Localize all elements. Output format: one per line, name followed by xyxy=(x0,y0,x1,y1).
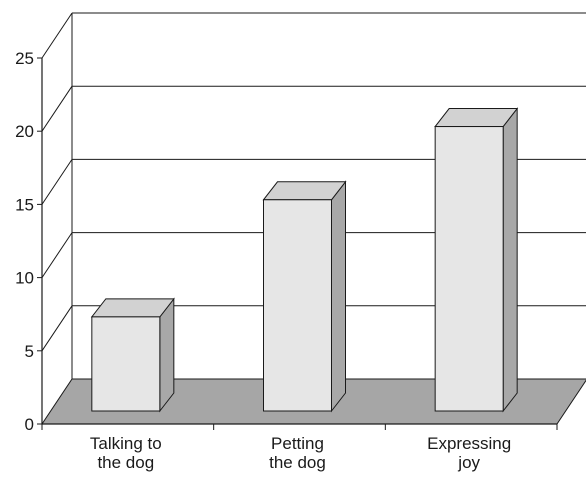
x-category-label: Petting the dog xyxy=(269,434,326,472)
x-category-label-line: Talking to xyxy=(90,434,162,453)
bar-front xyxy=(434,126,504,412)
bar xyxy=(262,180,347,413)
bars xyxy=(90,107,519,413)
x-category-label-line: Expressing xyxy=(427,434,511,453)
x-category-label-line: the dog xyxy=(269,453,326,472)
bar xyxy=(90,297,175,413)
y-tick-label: 25 xyxy=(15,49,34,68)
y-tick-label: 15 xyxy=(15,195,34,214)
bar-top xyxy=(434,108,519,128)
y-tick-label: 10 xyxy=(15,269,34,288)
y-axis-ticks: 0 5 10 15 20 25 xyxy=(15,49,42,434)
bar-top xyxy=(90,298,175,318)
y-tick-label: 20 xyxy=(15,122,34,141)
x-category-label: Expressing joy xyxy=(427,434,511,472)
axes xyxy=(41,58,558,430)
side-wall-line xyxy=(41,159,73,205)
bar-front xyxy=(91,316,161,412)
y-tick-label: 0 xyxy=(25,415,34,434)
y-tick-label: 5 xyxy=(25,342,34,361)
side-wall-line xyxy=(41,12,73,59)
chart-walls xyxy=(41,12,73,379)
bar-side xyxy=(159,297,175,413)
x-category-label: Talking to the dog xyxy=(90,434,162,472)
side-wall-line xyxy=(41,305,73,352)
bar-top xyxy=(262,181,347,201)
x-category-label-line: the dog xyxy=(97,453,154,472)
side-wall-line xyxy=(41,85,73,132)
x-category-label-line: joy xyxy=(457,453,480,472)
bar xyxy=(434,107,519,413)
bar-front xyxy=(263,199,332,412)
x-category-label-line: Petting xyxy=(271,434,324,453)
bar-side xyxy=(502,107,518,413)
side-wall-line xyxy=(41,232,73,278)
bar-side xyxy=(331,180,346,413)
